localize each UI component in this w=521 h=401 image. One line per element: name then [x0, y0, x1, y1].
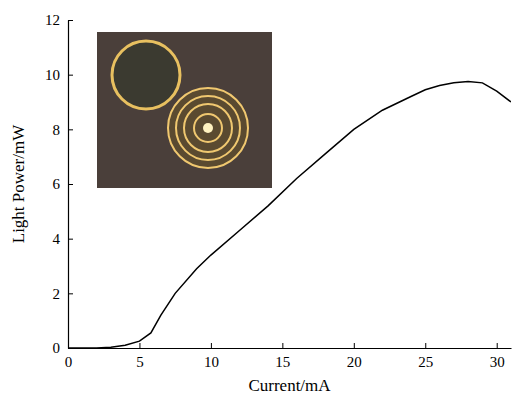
tick-label: 5 [136, 354, 144, 370]
inset-ring [194, 114, 222, 142]
tick: 4 [53, 231, 74, 247]
tick-mark [425, 343, 426, 348]
tick-label: 20 [347, 354, 362, 370]
tick: 10 [204, 343, 219, 370]
tick: 2 [53, 286, 74, 302]
tick-label: 0 [53, 340, 61, 356]
tick-mark [354, 343, 355, 348]
tick-mark [139, 343, 140, 348]
tick-label: 10 [204, 354, 219, 370]
tick-label: 10 [45, 67, 60, 83]
tick-label: 2 [53, 286, 61, 302]
tick-mark [282, 343, 283, 348]
inset-center [203, 123, 213, 133]
tick-label: 4 [53, 231, 61, 247]
y-axis: 0 2 4 6 8 10 12 [45, 12, 73, 356]
tick-label: 0 [65, 354, 73, 370]
x-axis: 0 5 10 15 20 25 30 [65, 343, 512, 370]
tick: 25 [418, 343, 433, 370]
tick: 5 [136, 343, 144, 370]
tick: 10 [45, 67, 73, 83]
tick-label: 30 [490, 354, 505, 370]
inset-photo [97, 32, 272, 188]
tick-mark [68, 75, 73, 76]
tick-mark [68, 348, 73, 349]
tick-mark [68, 293, 73, 294]
inset-background [97, 32, 272, 188]
tick-mark [68, 20, 73, 21]
chart: 0 5 10 15 20 25 30 0 2 4 6 8 10 12 Current/mA Light Pow… [0, 0, 521, 401]
tick: 6 [53, 176, 74, 192]
tick: 15 [275, 343, 290, 370]
tick-label: 25 [418, 354, 433, 370]
inset-ring [168, 88, 248, 168]
inset-ring [184, 104, 232, 152]
axis-line [69, 348, 512, 349]
tick: 0 [53, 340, 74, 356]
tick-mark [68, 129, 73, 130]
tick-mark [68, 184, 73, 185]
tick-label: 6 [53, 176, 61, 192]
inset-disk [112, 41, 180, 109]
tick: 8 [53, 122, 74, 138]
tick-label: 15 [275, 354, 290, 370]
line [68, 82, 511, 349]
plot: 0 5 10 15 20 25 30 0 2 4 6 8 10 12 [45, 12, 512, 369]
tick: 12 [45, 12, 73, 28]
tick-label: 12 [45, 12, 60, 28]
x-axis-title: Current/mA [248, 376, 331, 395]
tick-mark [211, 343, 212, 348]
inset-ring [176, 96, 240, 160]
marks [68, 82, 511, 349]
tick-mark [68, 239, 73, 240]
tick: 30 [490, 343, 505, 370]
tick-label: 8 [53, 122, 61, 138]
tick: 20 [347, 343, 362, 370]
y-axis-title: Light Power/mW [9, 124, 28, 243]
tick-mark [497, 343, 498, 348]
